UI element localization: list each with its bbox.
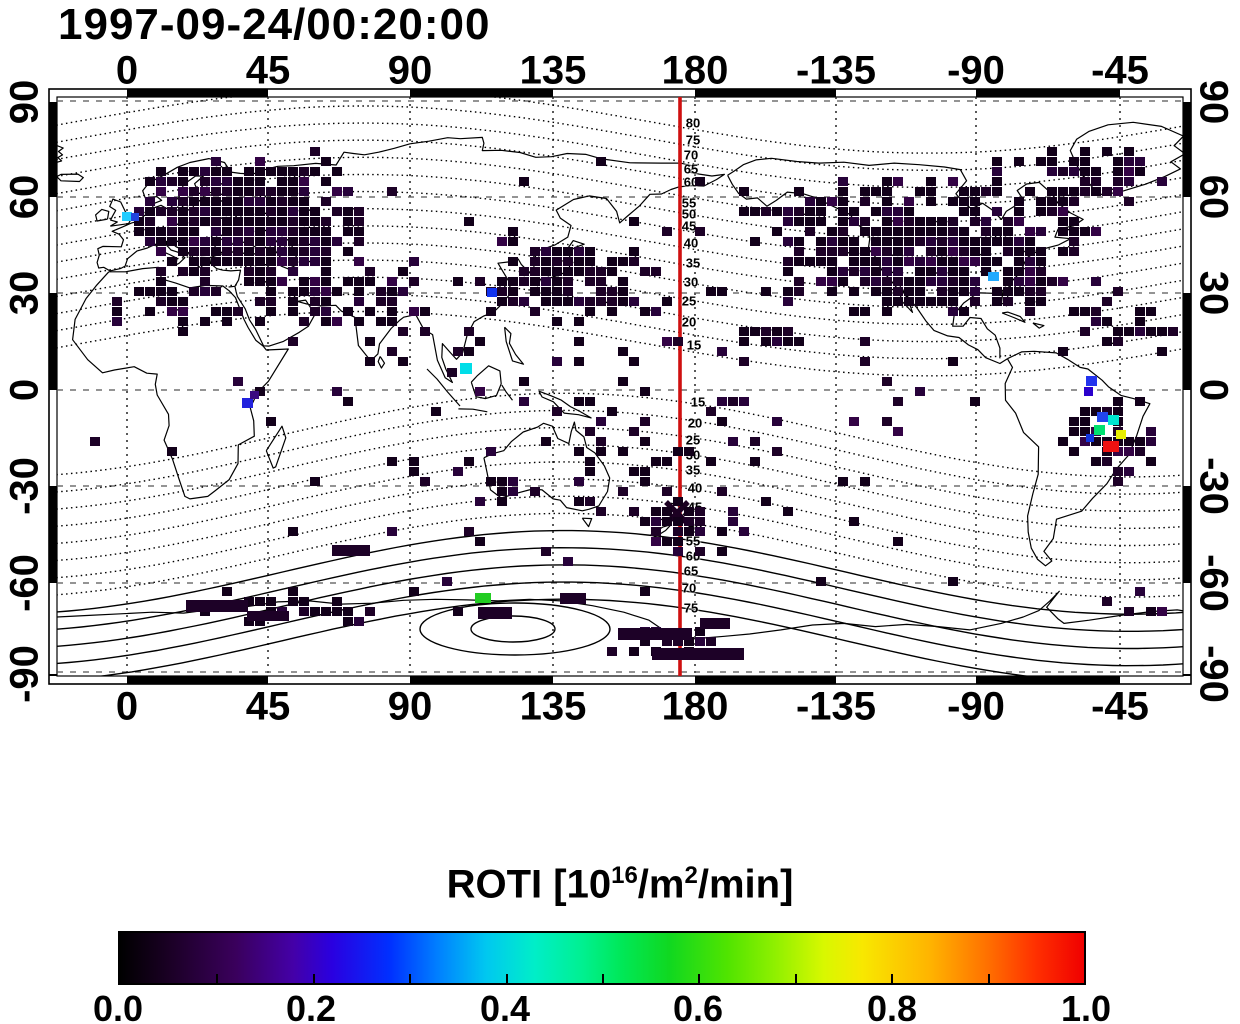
lon-tick-bottom--90: -90 — [947, 684, 1005, 729]
colorbar-label-0.4: 0.4 — [479, 988, 531, 1024]
lon-tick-bottom-0: 0 — [115, 684, 139, 729]
colorbar-label-0.8: 0.8 — [866, 988, 918, 1024]
colorbar-tick — [216, 974, 219, 983]
plot-title: 1997-09-24/00:20:00 — [58, 0, 491, 49]
lon-tick-top--135: -135 — [795, 48, 877, 93]
colorbar-tick — [891, 974, 894, 983]
lon-tick-bottom--45: -45 — [1091, 684, 1149, 729]
lat-tick-left-30: 30 — [2, 270, 47, 316]
colorbar-tick — [602, 974, 604, 983]
colorbar-tick — [698, 974, 701, 983]
lat-tick-right-30: 30 — [1191, 270, 1236, 316]
colorbar-title-m: /m — [637, 862, 685, 907]
geomagnetic-contours — [57, 97, 1183, 676]
colorbar-tick — [794, 974, 797, 983]
lat-tick-right--30: -30 — [1191, 457, 1236, 515]
lon-tick-top-135: 135 — [519, 48, 587, 93]
colorbar-tick — [312, 974, 315, 983]
lon-tick-bottom--135: -135 — [795, 684, 877, 729]
colorbar-label-0.0: 0.0 — [92, 988, 144, 1024]
lon-tick-bottom-90: 90 — [387, 684, 433, 729]
lat-tick-right-60: 60 — [1191, 174, 1236, 220]
colorbar-title: ROTI [1016/m2/min] — [0, 862, 1240, 907]
lat-tick-left-0: 0 — [2, 378, 47, 402]
colorbar-label-1.0: 1.0 — [1060, 988, 1112, 1024]
lon-tick-bottom-180: 180 — [661, 684, 729, 729]
colorbar-title-end: /min] — [697, 862, 794, 907]
lat-tick-left--30: -30 — [2, 457, 47, 515]
lon-tick-top--90: -90 — [947, 48, 1005, 93]
lat-tick-left-60: 60 — [2, 174, 47, 220]
lat-tick-right-0: 0 — [1191, 378, 1236, 402]
colorbar-title-sup16: 16 — [611, 862, 638, 889]
lon-tick-top-45: 45 — [245, 48, 291, 93]
lat-tick-right-90: 90 — [1191, 79, 1236, 125]
lon-tick-bottom-45: 45 — [245, 684, 291, 729]
colorbar-tick — [987, 974, 990, 983]
lat-tick-right--90: -90 — [1191, 645, 1236, 703]
map-frame — [48, 88, 1192, 685]
lon-tick-top-0: 0 — [115, 48, 139, 93]
lat-tick-right--60: -60 — [1191, 554, 1236, 612]
lon-tick-top-90: 90 — [387, 48, 433, 93]
colorbar-title-sup2: 2 — [684, 862, 698, 889]
lon-tick-top-180: 180 — [661, 48, 729, 93]
colorbar-tick — [505, 974, 508, 983]
colorbar-tick — [409, 974, 412, 983]
lon-tick-bottom-135: 135 — [519, 684, 587, 729]
colorbar-title-text: ROTI [10 — [446, 862, 612, 907]
lat-tick-left--90: -90 — [2, 645, 47, 703]
lat-tick-left--60: -60 — [2, 554, 47, 612]
colorbar-label-0.6: 0.6 — [672, 988, 724, 1024]
colorbar-label-0.2: 0.2 — [285, 988, 337, 1024]
lat-tick-left-90: 90 — [2, 79, 47, 125]
colorbar-gradient — [118, 931, 1086, 985]
lon-tick-top--45: -45 — [1091, 48, 1149, 93]
